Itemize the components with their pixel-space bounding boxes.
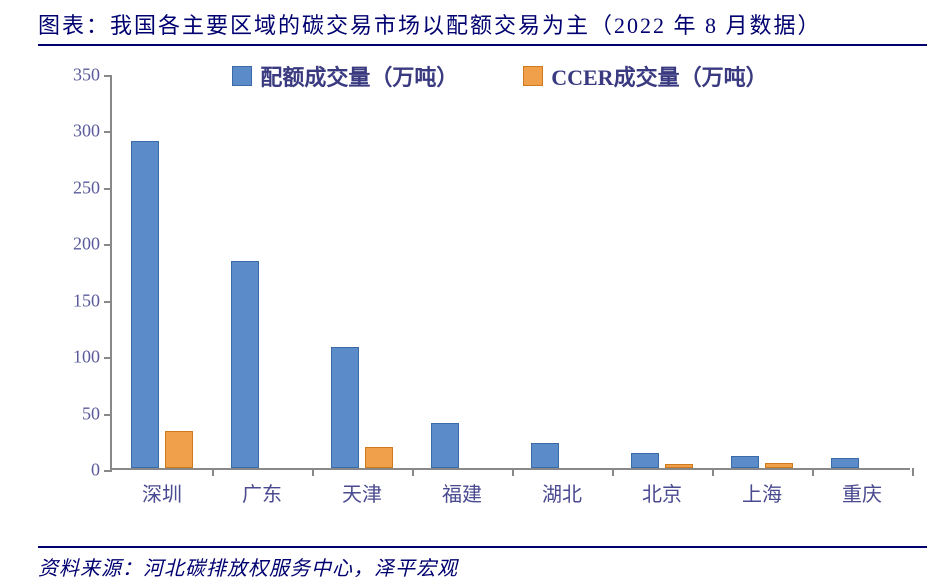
- source-line: 资料来源：河北碳排放权服务中心，泽平宏观: [38, 546, 927, 581]
- x-category-label: 湖北: [542, 468, 582, 507]
- bar-quota: [631, 453, 659, 468]
- y-tick-label: 50: [82, 403, 112, 424]
- bar-quota: [331, 347, 359, 468]
- x-category-label: 重庆: [842, 468, 882, 507]
- bar-ccer: [765, 463, 793, 468]
- x-tick: [712, 468, 714, 476]
- bar-ccer: [665, 464, 693, 469]
- y-tick-label: 350: [73, 65, 112, 86]
- bar-quota: [831, 458, 859, 468]
- x-category-label: 广东: [242, 468, 282, 507]
- x-tick: [912, 468, 914, 476]
- x-tick: [212, 468, 214, 476]
- bar-quota: [131, 141, 159, 468]
- x-category-label: 福建: [442, 468, 482, 507]
- x-tick: [512, 468, 514, 476]
- bar-quota: [731, 456, 759, 468]
- y-tick-label: 250: [73, 177, 112, 198]
- title-bar: 图表：我国各主要区域的碳交易市场以配额交易为主（2022 年 8 月数据）: [38, 8, 927, 46]
- x-tick: [412, 468, 414, 476]
- chart-title: 图表：我国各主要区域的碳交易市场以配额交易为主（2022 年 8 月数据）: [38, 13, 822, 38]
- x-tick: [612, 468, 614, 476]
- bar-quota: [431, 423, 459, 468]
- bar-quota: [231, 261, 259, 468]
- x-tick: [312, 468, 314, 476]
- x-category-label: 上海: [742, 468, 782, 507]
- bar-quota: [531, 443, 559, 468]
- x-category-label: 天津: [342, 468, 382, 507]
- chart-area: 配额成交量（万吨） CCER成交量（万吨） 050100150200250300…: [50, 55, 930, 525]
- x-category-label: 深圳: [142, 468, 182, 507]
- x-tick: [812, 468, 814, 476]
- y-tick-label: 100: [73, 347, 112, 368]
- bar-ccer: [365, 447, 393, 468]
- y-tick-label: 150: [73, 290, 112, 311]
- x-category-label: 北京: [642, 468, 682, 507]
- y-tick-label: 300: [73, 121, 112, 142]
- source-text: 资料来源：河北碳排放权服务中心，泽平宏观: [38, 558, 458, 580]
- plot-area: 050100150200250300350深圳广东天津福建湖北北京上海重庆: [110, 75, 910, 470]
- bar-ccer: [165, 431, 193, 468]
- y-tick-label: 0: [91, 460, 112, 481]
- y-tick-label: 200: [73, 234, 112, 255]
- chart-figure: 图表：我国各主要区域的碳交易市场以配额交易为主（2022 年 8 月数据） 配额…: [0, 0, 947, 585]
